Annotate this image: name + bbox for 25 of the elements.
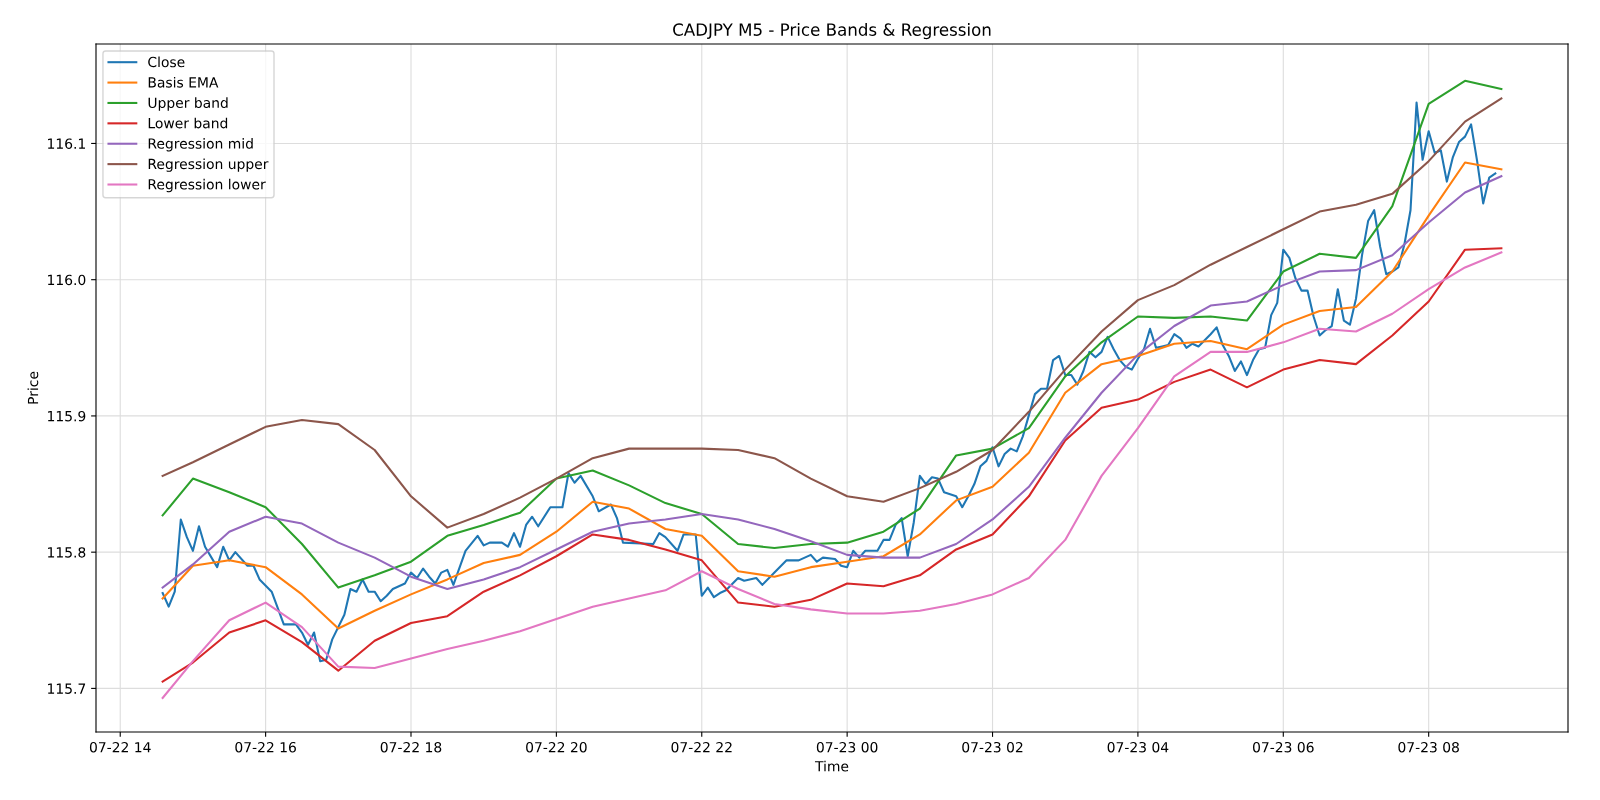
legend-label: Basis EMA bbox=[148, 76, 219, 88]
y-axis-title: Price bbox=[27, 371, 39, 404]
x-axis-title: Time bbox=[814, 760, 849, 772]
legend-label: Lower band bbox=[148, 117, 228, 129]
x-tick-label: 07-23 02 bbox=[962, 741, 1023, 753]
x-tick-label: 07-23 00 bbox=[816, 741, 878, 753]
chart-title: CADJPY M5 - Price Bands & Regression bbox=[673, 23, 991, 40]
x-tick-label: 07-23 06 bbox=[1252, 741, 1314, 753]
x-tick-label: 07-22 22 bbox=[671, 741, 732, 753]
legend-label: Upper band bbox=[148, 97, 228, 111]
y-tick-label: 116.0 bbox=[48, 274, 86, 286]
y-tick-label: 115.8 bbox=[48, 547, 86, 558]
x-tick-label: 07-22 18 bbox=[380, 741, 442, 753]
y-tick-label: 115.9 bbox=[48, 410, 86, 422]
y-tick-label: 115.7 bbox=[48, 683, 86, 694]
legend-label: Close bbox=[148, 56, 185, 68]
y-tick-label: 116.1 bbox=[48, 138, 85, 149]
x-tick-label: 07-22 16 bbox=[235, 741, 296, 753]
x-tick-label: 07-23 04 bbox=[1107, 741, 1169, 753]
legend-label: Regression mid bbox=[148, 138, 253, 152]
legend-label: Regression lower bbox=[148, 178, 266, 193]
x-tick-label: 07-23 08 bbox=[1398, 741, 1459, 753]
x-tick-label: 07-22 20 bbox=[526, 741, 587, 753]
legend-label: Regression upper bbox=[148, 158, 269, 172]
x-tick-label: 07-22 14 bbox=[89, 741, 151, 753]
